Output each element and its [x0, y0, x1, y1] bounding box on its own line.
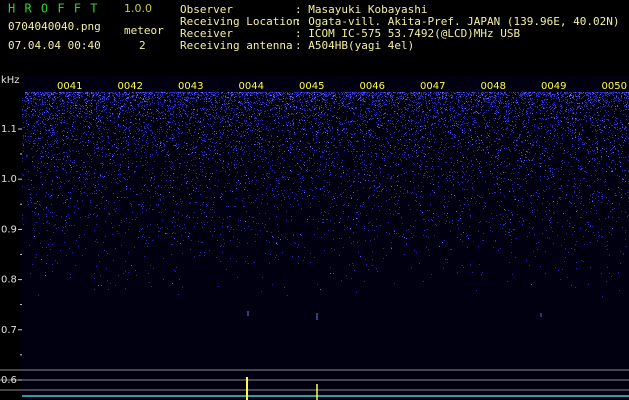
time-label: 0050	[602, 81, 627, 92]
info-value: : Ogata-vill. Akita-Pref. JAPAN (139.96E…	[295, 15, 620, 28]
info-label: Receiving Location	[180, 15, 299, 28]
freq-label: 0.7	[1, 325, 17, 336]
freq-label: 1.0	[1, 174, 17, 185]
freq-label: 0.9	[1, 224, 17, 235]
info-value: : ICOM IC-575 53.7492(@LCD)MHz USB	[295, 27, 521, 40]
meteor-label: meteor	[124, 24, 164, 37]
info-label: Observer	[180, 3, 233, 16]
info-label: Receiver	[180, 27, 233, 40]
info-label: Receiving antenna	[180, 39, 293, 52]
info-value: : A504HB(yagi 4el)	[295, 39, 414, 52]
app-version: 1.0.0	[124, 2, 152, 15]
time-label: 0041	[57, 81, 82, 92]
time-label: 0045	[299, 81, 324, 92]
freq-label: 0.6	[1, 375, 17, 386]
spectrogram-area	[22, 76, 629, 400]
time-label: 0043	[178, 81, 203, 92]
freq-unit: kHz	[1, 75, 20, 86]
time-label: 0044	[239, 81, 264, 92]
file-name: 0704040040.png	[8, 20, 101, 33]
time-label: 0046	[360, 81, 385, 92]
noise	[22, 92, 629, 297]
app-name: H R O F F T	[8, 2, 98, 16]
freq-label: 0.8	[1, 275, 17, 286]
freq-label: 1.1	[1, 124, 17, 135]
axes: 0041 0042 0043 0044 0045 0046 0047 0048 0049 0050…	[1, 81, 627, 386]
date-time: 07.04.04 00:40	[8, 39, 101, 52]
time-label: 0047	[420, 81, 445, 92]
time-label: 0049	[541, 81, 566, 92]
time-label: 0042	[118, 81, 143, 92]
info-value: : Masayuki Kobayashi	[295, 3, 427, 16]
meteor-count: 2	[139, 39, 146, 52]
time-label: 0048	[481, 81, 506, 92]
